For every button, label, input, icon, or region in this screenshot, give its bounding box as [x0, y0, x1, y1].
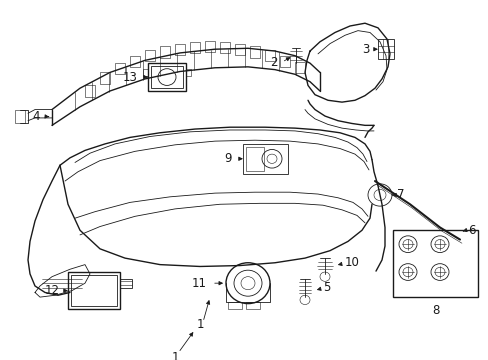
Bar: [294, 62, 305, 73]
Bar: [71, 275, 117, 306]
Bar: [204, 41, 215, 52]
Bar: [264, 50, 274, 61]
Bar: [151, 66, 183, 88]
Bar: [15, 111, 25, 123]
Text: 7: 7: [396, 189, 404, 202]
Bar: [220, 42, 229, 53]
Bar: [175, 44, 184, 55]
Bar: [148, 63, 185, 91]
Bar: [85, 85, 95, 96]
Bar: [160, 46, 170, 58]
Text: 10: 10: [345, 256, 359, 269]
Bar: [392, 230, 477, 297]
Bar: [185, 69, 191, 76]
Text: 8: 8: [431, 303, 439, 316]
Bar: [142, 69, 148, 76]
Text: 1: 1: [171, 351, 179, 360]
Text: 12: 12: [45, 284, 60, 297]
Text: 4: 4: [32, 109, 40, 122]
Bar: [120, 279, 132, 288]
Bar: [245, 302, 260, 309]
Bar: [145, 50, 155, 61]
Bar: [377, 39, 393, 59]
Bar: [68, 272, 120, 309]
Bar: [249, 46, 260, 58]
Bar: [130, 56, 140, 67]
Text: 13: 13: [123, 71, 138, 84]
Bar: [280, 56, 289, 67]
Bar: [227, 302, 242, 309]
Bar: [115, 63, 125, 74]
Text: 2: 2: [270, 56, 278, 69]
Bar: [235, 44, 244, 55]
Text: 6: 6: [467, 224, 474, 237]
Text: 1: 1: [196, 319, 203, 332]
Text: 5: 5: [323, 281, 330, 294]
Text: 11: 11: [192, 277, 206, 290]
Bar: [243, 144, 287, 174]
Bar: [100, 72, 110, 84]
Text: 9: 9: [224, 152, 231, 165]
Bar: [190, 42, 200, 53]
Bar: [245, 147, 264, 171]
Text: 3: 3: [362, 43, 369, 56]
